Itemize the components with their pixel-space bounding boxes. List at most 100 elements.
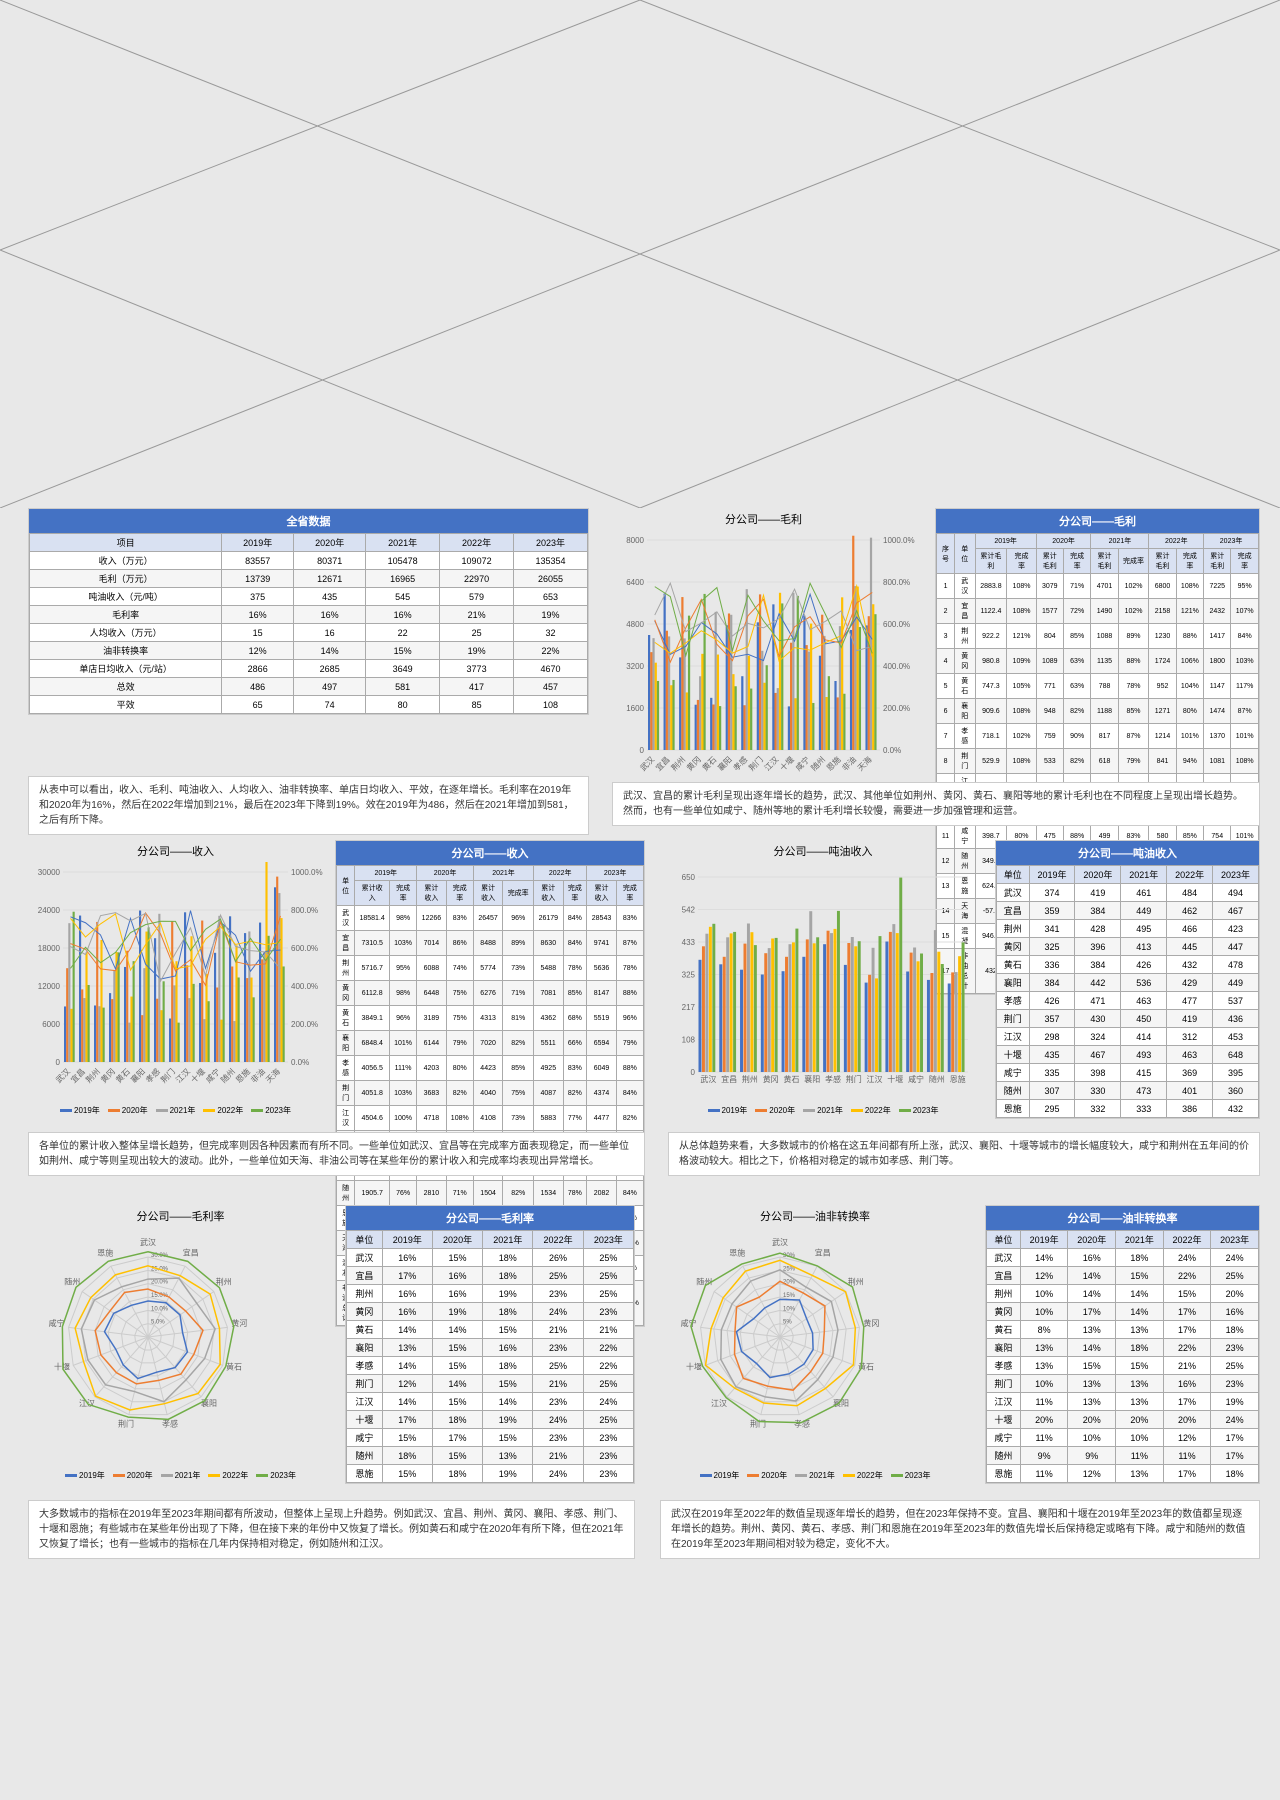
svg-text:6400: 6400 (626, 578, 644, 587)
svg-text:宜昌: 宜昌 (721, 1074, 737, 1084)
svg-text:天海: 天海 (264, 1066, 282, 1084)
svg-text:0: 0 (56, 1058, 61, 1067)
svg-text:随州: 随州 (929, 1074, 945, 1084)
svg-text:10%: 10% (783, 1306, 796, 1312)
svg-text:433: 433 (682, 938, 696, 947)
svg-text:荆州: 荆州 (84, 1066, 102, 1084)
svg-text:咸宁: 咸宁 (204, 1066, 222, 1084)
youzhuan-data-table: 单位2019年2020年2021年2022年2023年武汉14%16%18%24… (986, 1230, 1259, 1483)
svg-text:4800: 4800 (626, 620, 644, 629)
svg-text:黄石: 黄石 (114, 1066, 132, 1084)
svg-text:襄阳: 襄阳 (715, 754, 733, 772)
svg-text:襄阳: 襄阳 (201, 1398, 217, 1408)
svg-text:江汉: 江汉 (763, 755, 781, 773)
maolilv-legend: 2019年2020年2021年2022年2023年 (28, 1470, 333, 1481)
svg-text:孝感: 孝感 (144, 1066, 162, 1084)
svg-text:十堰: 十堰 (686, 1362, 702, 1372)
svg-text:200.0%: 200.0% (883, 704, 910, 713)
svg-text:随州: 随州 (219, 1066, 237, 1084)
svg-text:0.0%: 0.0% (291, 1058, 309, 1067)
svg-text:400.0%: 400.0% (883, 662, 910, 671)
svg-text:荆州: 荆州 (669, 754, 687, 772)
maolilv-data-table: 单位2019年2020年2021年2022年2023年武汉16%15%18%26… (346, 1230, 634, 1483)
maolilv-radar: 分公司——毛利率 武汉宜昌荆州黄河黄石襄阳孝感荆门江汉十堰咸宁随州恩施5.0%1… (28, 1205, 333, 1495)
svg-text:孝感: 孝感 (825, 1074, 841, 1084)
svg-text:襄阳: 襄阳 (129, 1066, 147, 1084)
svg-text:孝感: 孝感 (731, 754, 749, 772)
shouru-chart-svg: 00.0%6000200.0%12000400.0%18000600.0%240… (28, 862, 323, 1102)
svg-text:十堰: 十堰 (54, 1362, 70, 1372)
maolilv-radar-svg: 武汉宜昌荆州黄河黄石襄阳孝感荆门江汉十堰咸宁随州恩施5.0%10.0%15.0%… (28, 1227, 333, 1467)
svg-text:20.0%: 20.0% (151, 1280, 169, 1286)
svg-text:恩施: 恩施 (97, 1248, 113, 1258)
svg-text:恩施: 恩施 (234, 1066, 252, 1084)
svg-text:黄冈: 黄冈 (99, 1066, 117, 1084)
svg-text:咸宁: 咸宁 (908, 1074, 924, 1084)
svg-text:黄冈: 黄冈 (684, 754, 702, 772)
svg-text:3200: 3200 (626, 662, 644, 671)
svg-text:武汉: 武汉 (54, 1066, 72, 1084)
province-title: 全省数据 (29, 509, 588, 533)
svg-text:襄阳: 襄阳 (804, 1074, 820, 1084)
maoli-note: 武汉、宜昌的累计毛利呈现出逐年增长的趋势，武汉、其他单位如荆州、黄冈、黄石、襄阳… (612, 782, 1260, 826)
svg-text:6000: 6000 (42, 1020, 60, 1029)
svg-text:咸宁: 咸宁 (681, 1318, 697, 1328)
svg-text:荆门: 荆门 (846, 1074, 862, 1084)
svg-text:1000.0%: 1000.0% (291, 868, 323, 877)
svg-text:24000: 24000 (38, 906, 61, 915)
svg-text:5.0%: 5.0% (151, 1320, 165, 1326)
svg-text:江汉: 江汉 (174, 1067, 192, 1085)
svg-text:黄石: 黄石 (783, 1074, 799, 1084)
maoli-chart: 分公司——毛利 00.0%1600200.0%3200400.0%4800600… (612, 508, 915, 808)
maolilv-note: 大多数城市的指标在2019年至2023年期间都有所波动，但整体上呈现上升趋势。例… (28, 1500, 635, 1559)
svg-text:12000: 12000 (38, 982, 61, 991)
svg-text:800.0%: 800.0% (883, 578, 910, 587)
svg-text:黄冈: 黄冈 (763, 1074, 779, 1084)
svg-text:0: 0 (640, 746, 645, 755)
svg-text:600.0%: 600.0% (291, 944, 318, 953)
svg-text:1600: 1600 (626, 704, 644, 713)
dunyou-chart-svg: 0108217325433542650武汉宜昌荆州黄冈黄石襄阳孝感荆门江汉十堰咸… (668, 862, 978, 1102)
svg-text:宜昌: 宜昌 (653, 754, 671, 772)
svg-text:十堰: 十堰 (189, 1066, 207, 1084)
svg-text:江汉: 江汉 (711, 1399, 727, 1408)
svg-text:荆门: 荆门 (159, 1066, 177, 1084)
shouru-legend: 2019年2020年2021年2022年2023年 (28, 1105, 323, 1116)
svg-text:30000: 30000 (38, 868, 61, 877)
svg-text:武汉: 武汉 (140, 1237, 156, 1247)
svg-text:荆门: 荆门 (747, 754, 765, 772)
svg-text:宜昌: 宜昌 (183, 1248, 199, 1258)
svg-text:荆门: 荆门 (118, 1418, 134, 1428)
svg-text:20%: 20% (783, 1280, 796, 1286)
svg-text:恩施: 恩施 (950, 1074, 966, 1084)
svg-text:1000.0%: 1000.0% (883, 536, 915, 545)
shouru-chart: 分公司——收入 00.0%6000200.0%12000400.0%180006… (28, 840, 323, 1130)
svg-text:黄冈: 黄冈 (863, 1318, 879, 1328)
svg-text:十堰: 十堰 (887, 1074, 903, 1084)
svg-text:0.0%: 0.0% (883, 746, 901, 755)
svg-text:非油: 非油 (840, 754, 858, 772)
youzhuan-radar: 分公司——油非转换率 武汉宜昌荆州黄冈黄石襄阳孝感荆门江汉十堰咸宁随州恩施5%1… (660, 1205, 970, 1495)
dunyou-data-table: 单位2019年2020年2021年2022年2023年武汉37441946148… (996, 865, 1259, 1118)
svg-text:随州: 随州 (809, 754, 827, 772)
svg-text:217: 217 (682, 1003, 696, 1012)
svg-text:200.0%: 200.0% (291, 1020, 318, 1029)
youzhuan-radar-svg: 武汉宜昌荆州黄冈黄石襄阳孝感荆门江汉十堰咸宁随州恩施5%10%15%20%25%… (660, 1227, 970, 1467)
svg-text:咸宁: 咸宁 (793, 754, 811, 772)
svg-text:650: 650 (682, 873, 696, 882)
svg-text:十堰: 十堰 (778, 754, 796, 772)
province-note: 从表中可以看出，收入、毛利、吨油收入、人均收入、油非转换率、单店日均收入、平效，… (28, 776, 589, 835)
svg-text:15%: 15% (783, 1293, 796, 1299)
svg-text:10.0%: 10.0% (151, 1306, 169, 1312)
svg-text:黄石: 黄石 (226, 1362, 242, 1372)
svg-text:800.0%: 800.0% (291, 906, 318, 915)
svg-text:随州: 随州 (696, 1277, 712, 1287)
province-data-table: 项目2019年2020年2021年2022年2023年收入（万元）8355780… (29, 533, 588, 714)
svg-text:600.0%: 600.0% (883, 620, 910, 629)
svg-text:武汉: 武汉 (638, 754, 656, 772)
svg-text:武汉: 武汉 (700, 1074, 716, 1084)
svg-text:荆州: 荆州 (742, 1074, 758, 1084)
svg-text:荆州: 荆州 (216, 1277, 232, 1287)
shouru-note: 各单位的累计收入整体呈增长趋势，但完成率则因各种因素而有所不同。一些单位如武汉、… (28, 1132, 645, 1176)
bg-decoration (0, 0, 1280, 508)
